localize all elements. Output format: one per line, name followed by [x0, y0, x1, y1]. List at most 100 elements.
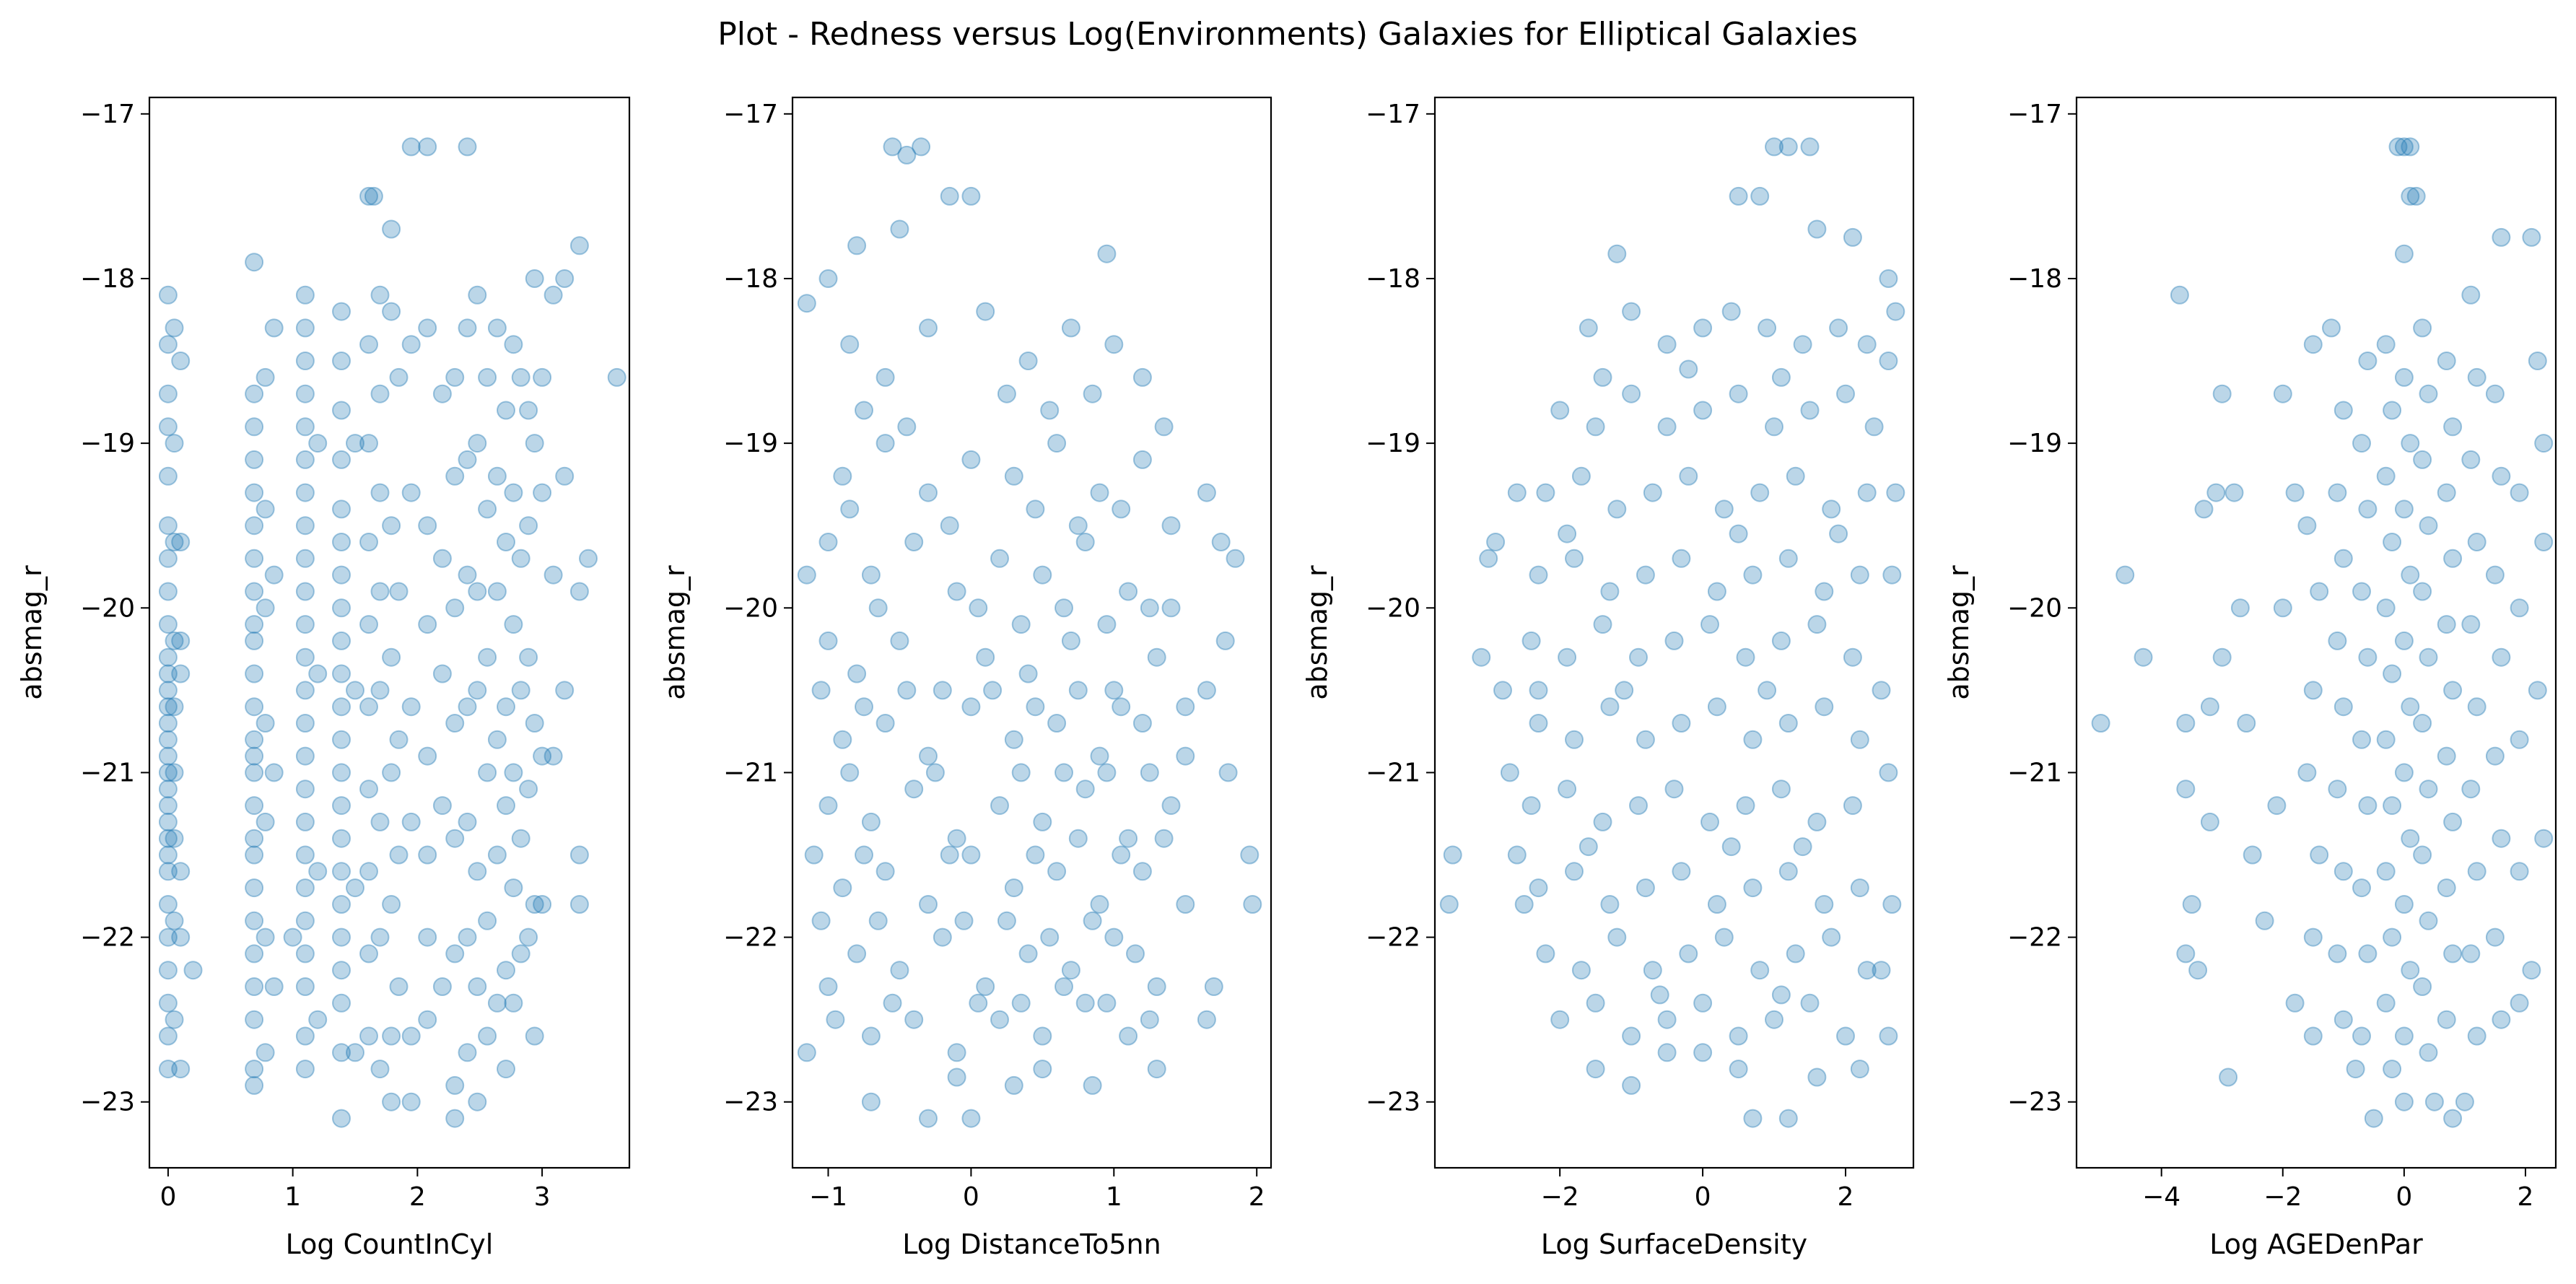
data-point [2467, 533, 2487, 551]
data-point [171, 927, 191, 947]
data-point [504, 615, 523, 634]
data-point [1843, 796, 1862, 816]
data-point [245, 417, 264, 437]
data-point [332, 499, 351, 519]
data-point [158, 516, 178, 536]
data-point [389, 367, 409, 387]
data-point [256, 367, 275, 387]
data-point [1521, 796, 1541, 816]
data-point [2176, 779, 2196, 799]
data-point [2467, 367, 2487, 387]
data-point [811, 681, 831, 700]
data-point [2467, 862, 2487, 881]
data-point [519, 401, 538, 420]
data-point [2206, 483, 2226, 502]
data-point [1829, 318, 1848, 338]
data-point [2443, 944, 2463, 964]
data-point [504, 993, 523, 1013]
data-point [418, 615, 437, 634]
data-point [245, 746, 264, 766]
data-point [1047, 434, 1067, 453]
data-point [1033, 565, 1052, 585]
data-point [861, 1092, 881, 1112]
data-point [847, 236, 867, 256]
data-point [990, 796, 1009, 816]
data-point [1843, 647, 1862, 667]
y-tick-label: −18 [2007, 264, 2062, 294]
data-point [2528, 681, 2547, 700]
y-tick-label: −20 [80, 593, 135, 623]
data-point [868, 598, 888, 618]
data-point [1807, 615, 1827, 634]
data-point [1571, 961, 1591, 980]
data-points [158, 137, 626, 1128]
data-point [525, 714, 544, 733]
data-point [245, 911, 264, 930]
data-point [1829, 524, 1848, 543]
y-tick-label: −22 [2007, 923, 2062, 953]
data-point [171, 862, 191, 881]
data-point [1004, 466, 1023, 486]
data-point [1161, 796, 1181, 816]
data-point [382, 647, 401, 667]
data-point [1521, 631, 1541, 650]
data-point [364, 186, 383, 206]
data-point [1097, 993, 1117, 1013]
data-point [1011, 615, 1031, 634]
data-point [1778, 714, 1798, 733]
data-point [245, 977, 264, 996]
data-point [2443, 549, 2463, 568]
data-point [1872, 961, 1891, 980]
data-point [1771, 631, 1791, 650]
data-point [504, 763, 523, 782]
data-point [940, 516, 959, 536]
data-point [487, 730, 507, 749]
data-point [569, 845, 589, 865]
data-point [1729, 186, 1748, 206]
data-point [1657, 1010, 1677, 1029]
data-point [370, 582, 390, 601]
data-point [2510, 730, 2529, 749]
data-point [2394, 763, 2414, 782]
data-point [359, 533, 378, 551]
data-point [165, 697, 184, 717]
data-point [165, 318, 184, 338]
data-point [1800, 993, 1820, 1013]
data-point [418, 927, 437, 947]
data-point [171, 664, 191, 684]
y-tick-label: −23 [1366, 1088, 1420, 1117]
data-point [245, 730, 264, 749]
data-point [1090, 895, 1109, 914]
data-point [295, 285, 315, 305]
data-point [1486, 533, 1506, 551]
data-point [925, 763, 945, 782]
data-point [1622, 384, 1641, 403]
data-point [2419, 384, 2438, 403]
data-point [847, 664, 867, 684]
data-point [418, 845, 437, 865]
data-point [2455, 1092, 2474, 1112]
axes-frame [791, 96, 1272, 1169]
data-point [332, 829, 351, 848]
data-point [933, 927, 952, 947]
data-point [2116, 565, 2135, 585]
data-point [2437, 1010, 2456, 1029]
data-point [183, 961, 203, 980]
data-point [346, 878, 364, 898]
data-point [2443, 1109, 2463, 1128]
data-point [1758, 681, 1777, 700]
data-point [1161, 516, 1181, 536]
y-tick-label: −21 [2007, 758, 2062, 787]
data-point [826, 1010, 845, 1029]
data-point [165, 763, 184, 782]
data-point [818, 269, 838, 288]
data-point [418, 137, 437, 157]
data-point [1226, 549, 1245, 568]
data-point [165, 911, 184, 930]
data-point [1132, 450, 1152, 469]
data-point [432, 977, 452, 996]
data-point [1707, 582, 1726, 601]
data-point [2388, 137, 2408, 157]
data-point [933, 681, 952, 700]
